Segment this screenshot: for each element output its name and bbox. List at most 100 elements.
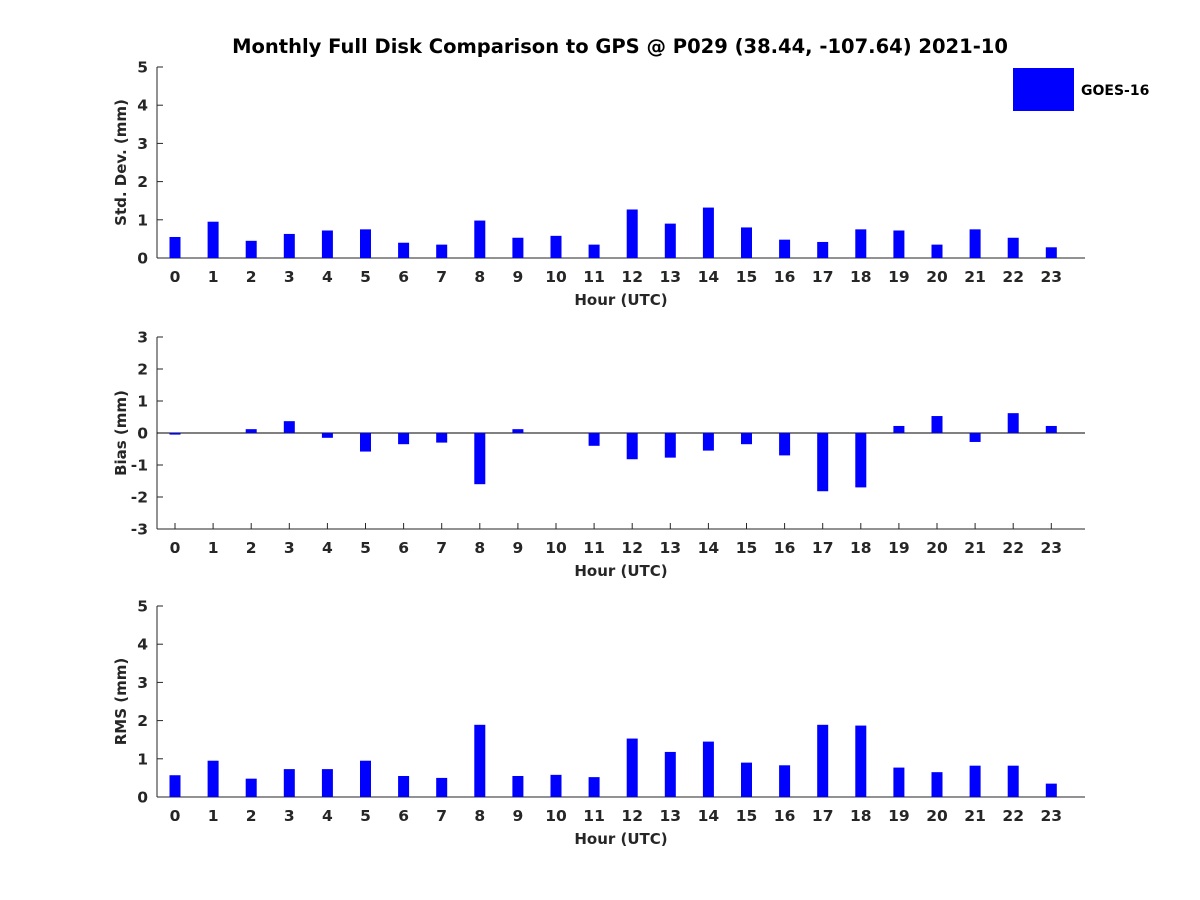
bar xyxy=(207,221,219,258)
bar xyxy=(474,433,486,485)
bar xyxy=(1007,765,1019,797)
x-tick-label: 20 xyxy=(926,807,948,825)
x-tick-label: 9 xyxy=(513,539,524,557)
legend-swatch xyxy=(1013,68,1074,111)
bar xyxy=(321,433,333,438)
bar xyxy=(664,433,676,458)
bar xyxy=(741,227,752,258)
x-tick-label: 4 xyxy=(322,807,333,825)
x-axis-label: Hour (UTC) xyxy=(574,562,667,580)
x-tick-label: 1 xyxy=(208,539,219,557)
x-tick-label: 7 xyxy=(436,807,447,825)
bar xyxy=(321,230,333,258)
x-tick-label: 8 xyxy=(474,539,485,557)
bar xyxy=(283,769,295,797)
bar xyxy=(245,240,257,258)
bar xyxy=(702,433,714,451)
x-tick-label: 20 xyxy=(926,539,948,557)
bar xyxy=(474,220,486,258)
bar xyxy=(169,236,181,258)
bar xyxy=(436,777,448,797)
x-tick-label: 8 xyxy=(474,268,485,286)
x-tick-label: 11 xyxy=(583,539,605,557)
x-tick-label: 5 xyxy=(360,268,371,286)
x-tick-label: 14 xyxy=(698,268,720,286)
x-tick-label: 9 xyxy=(513,268,524,286)
bar xyxy=(626,433,638,460)
x-tick-label: 7 xyxy=(436,268,447,286)
bar xyxy=(893,230,905,258)
x-tick-label: 7 xyxy=(436,539,447,557)
x-tick-label: 10 xyxy=(545,807,567,825)
x-tick-label: 15 xyxy=(736,539,758,557)
x-tick-label: 9 xyxy=(513,807,524,825)
bar xyxy=(969,229,981,258)
x-tick-label: 12 xyxy=(621,539,643,557)
y-tick-label: 5 xyxy=(137,59,148,77)
bar xyxy=(360,433,371,452)
x-tick-label: 17 xyxy=(812,807,834,825)
x-tick-label: 6 xyxy=(398,539,409,557)
bar xyxy=(1007,413,1019,433)
x-tick-label: 18 xyxy=(850,268,872,286)
x-tick-label: 0 xyxy=(170,268,181,286)
bar xyxy=(779,239,791,258)
bar xyxy=(398,433,410,445)
x-tick-label: 14 xyxy=(698,807,720,825)
x-tick-label: 4 xyxy=(322,539,333,557)
bar xyxy=(1045,425,1057,433)
y-tick-label: 3 xyxy=(137,329,148,347)
y-tick-label: 0 xyxy=(137,425,148,443)
bar xyxy=(1045,247,1057,258)
x-axis-label: Hour (UTC) xyxy=(574,830,667,848)
y-tick-label: -3 xyxy=(131,521,148,539)
bar xyxy=(893,767,905,797)
y-tick-label: 0 xyxy=(137,250,148,268)
x-tick-label: 3 xyxy=(284,268,295,286)
x-axis-label: Hour (UTC) xyxy=(574,291,667,309)
x-tick-label: 12 xyxy=(621,807,643,825)
bar xyxy=(588,777,600,797)
x-tick-label: 13 xyxy=(660,807,682,825)
x-tick-label: 1 xyxy=(208,268,219,286)
bar xyxy=(931,244,943,258)
x-tick-label: 2 xyxy=(246,539,257,557)
y-tick-label: 2 xyxy=(137,173,148,191)
x-tick-label: 17 xyxy=(812,268,834,286)
x-tick-label: 5 xyxy=(360,539,371,557)
x-tick-label: 22 xyxy=(1002,268,1024,286)
bar xyxy=(360,760,371,797)
x-tick-label: 8 xyxy=(474,807,485,825)
x-tick-label: 2 xyxy=(246,807,257,825)
y-tick-label: 1 xyxy=(137,393,148,411)
bar xyxy=(664,223,676,258)
bar xyxy=(550,235,562,258)
bar xyxy=(436,433,448,443)
bar xyxy=(398,242,410,258)
bar xyxy=(1045,783,1057,797)
x-tick-label: 19 xyxy=(888,807,910,825)
x-tick-label: 21 xyxy=(964,807,986,825)
bar xyxy=(360,229,371,258)
y-tick-label: 2 xyxy=(137,712,148,730)
bar xyxy=(931,416,943,433)
bar xyxy=(550,774,562,797)
y-axis-label: Std. Dev. (mm) xyxy=(112,99,130,226)
bar xyxy=(855,433,867,488)
x-tick-label: 21 xyxy=(964,268,986,286)
bar xyxy=(245,778,257,797)
y-tick-label: -2 xyxy=(131,489,148,507)
y-tick-label: 0 xyxy=(137,789,148,807)
x-tick-label: 6 xyxy=(398,268,409,286)
x-tick-label: 0 xyxy=(170,539,181,557)
bar xyxy=(626,209,638,258)
y-tick-label: 4 xyxy=(137,636,148,654)
x-tick-label: 19 xyxy=(888,539,910,557)
x-tick-label: 22 xyxy=(1002,539,1024,557)
bar xyxy=(855,725,867,797)
bar xyxy=(855,229,867,258)
x-tick-label: 23 xyxy=(1041,807,1063,825)
